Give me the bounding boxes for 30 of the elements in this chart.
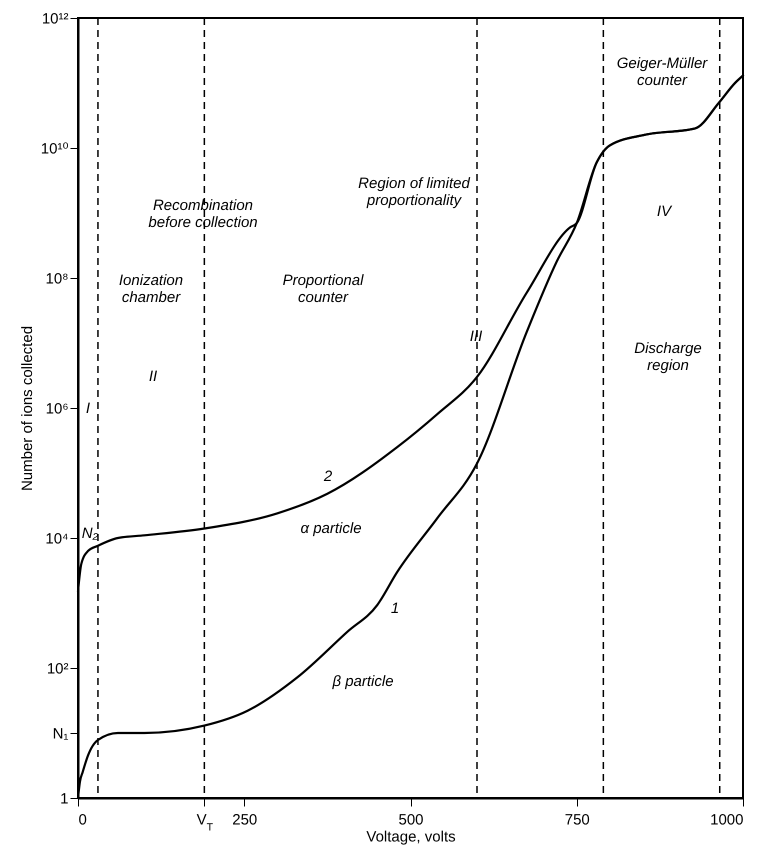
annotation: Discharge region: [634, 340, 702, 374]
annotation: Geiger-Müller counter: [616, 55, 708, 89]
annotation: 1: [390, 600, 400, 617]
x-tick-label: 250: [232, 812, 258, 828]
annotation: N₂: [82, 525, 99, 542]
annotation: II: [148, 368, 158, 385]
annotation: α particle: [300, 520, 362, 537]
x-axis-title: Voltage, volts: [366, 828, 456, 846]
x-tick-label: V$_{T}$: [196, 812, 214, 834]
y-tick-label: 10¹⁰: [40, 140, 68, 158]
y-tick-label: 10²: [46, 660, 68, 678]
annotation: 2: [322, 468, 333, 485]
annotation: Recombination before collection: [148, 197, 258, 231]
y-tick-label: 10¹²: [42, 10, 68, 28]
y-tick-label: N₁: [52, 726, 68, 742]
annotation: IV: [656, 203, 674, 220]
annotation: Proportional counter: [282, 272, 364, 306]
annotation: Ionization chamber: [118, 272, 184, 306]
annotation: I: [86, 400, 90, 417]
x-tick-label: 750: [564, 812, 590, 828]
x-tick-label: 0: [78, 812, 87, 828]
y-tick-label: 10⁶: [46, 400, 68, 418]
y-tick-label: 1: [60, 790, 68, 808]
y-tick-label: 10⁴: [45, 530, 68, 548]
y-tick-label: 10⁸: [45, 270, 68, 288]
y-axis-title: Number of ions collected: [18, 326, 36, 492]
annotation: Region of limited proportionality: [358, 175, 471, 209]
x-tick-label: 1000: [710, 812, 744, 828]
annotation: β particle: [331, 673, 394, 690]
x-tick-label: 500: [398, 812, 424, 828]
